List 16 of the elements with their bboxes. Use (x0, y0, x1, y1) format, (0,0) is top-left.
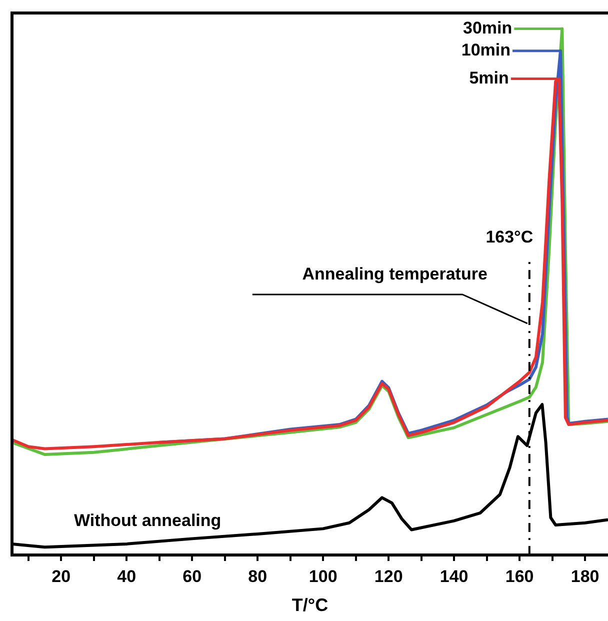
x-tick-label: 20 (52, 566, 71, 586)
ref-line-label: 163°C (486, 228, 534, 247)
x-tick-label: 100 (308, 566, 338, 586)
legend-label: 10min (461, 40, 511, 60)
x-tick-label: 80 (248, 566, 268, 586)
series-label: Without annealing (74, 511, 222, 530)
x-tick-label: 180 (570, 566, 600, 586)
x-tick-label: 40 (117, 566, 136, 586)
legend-label: 30min (463, 18, 512, 38)
x-axis-title: T/°C (292, 595, 328, 616)
legend-label: 5min (469, 68, 509, 88)
x-tick-label: 60 (182, 566, 202, 586)
x-tick-label: 160 (505, 566, 534, 586)
annotation: Annealing temperature (302, 264, 488, 284)
x-tick-label: 140 (440, 566, 468, 586)
x-tick-label: 120 (374, 566, 403, 586)
